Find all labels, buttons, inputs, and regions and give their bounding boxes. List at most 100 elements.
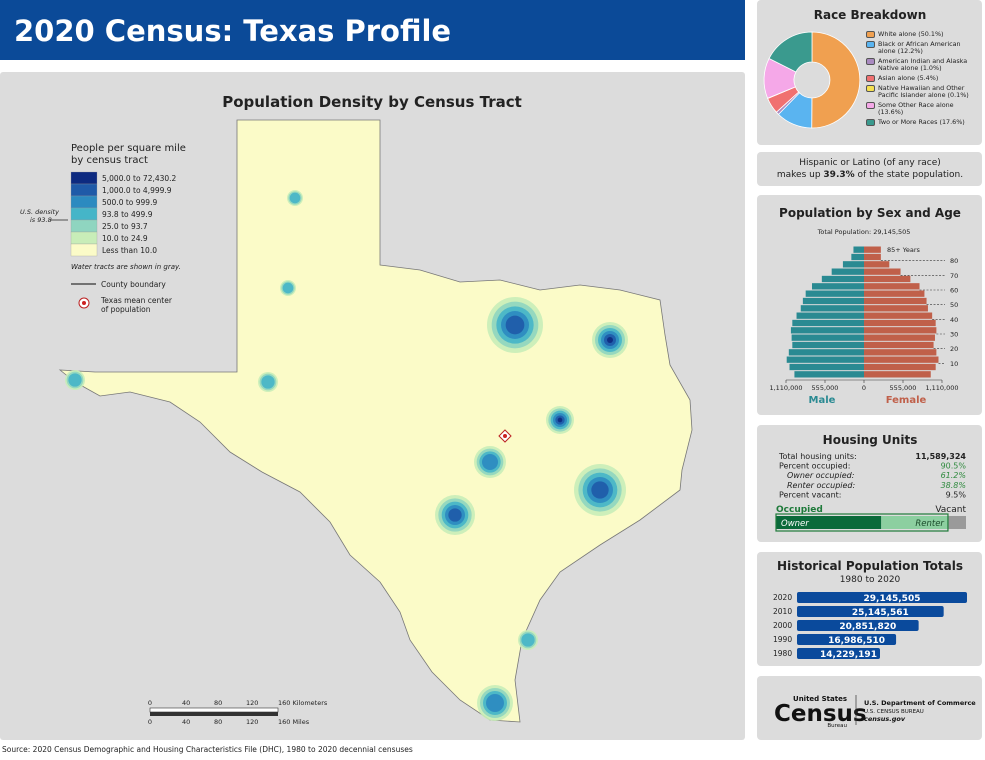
vacant-bar [947, 516, 966, 529]
legend-swatch [70, 219, 98, 233]
y-tick-label: 10 [950, 360, 958, 368]
metro-density [607, 337, 613, 343]
metro-density [289, 192, 301, 204]
pyramid-bar [864, 305, 928, 312]
pyramid-bar [800, 305, 864, 312]
legend-label: 5,000.0 to 72,430.2 [102, 174, 177, 183]
legend-item: American Indian and Alaska Native alone … [866, 58, 980, 72]
source-note: Source: 2020 Census Demographic and Hous… [2, 745, 413, 754]
page-title: 2020 Census: Texas Profile [14, 14, 451, 48]
history-chart: 2020 29,145,505 2010 25,145,561 2000 20,851,8… [773, 592, 967, 660]
scale-label: 40 [182, 699, 190, 707]
housing-label: Percent occupied: [779, 462, 850, 471]
year-label: 2000 [773, 621, 792, 630]
pie-slice [811, 31, 861, 129]
x-tick-label: 555,000 [812, 384, 839, 392]
scale-label: 40 [182, 718, 190, 726]
housing-label: Renter occupied: [787, 481, 856, 490]
logo-main: Census [774, 701, 867, 727]
legend-swatch [70, 195, 98, 209]
y-tick-label: 50 [950, 301, 958, 309]
housing-label: Percent vacant: [779, 490, 841, 499]
housing-value: 9.5% [946, 490, 967, 499]
legend-swatch [866, 31, 875, 38]
legend-label: Asian alone (5.4%) [878, 74, 939, 82]
scale-bar [149, 707, 279, 716]
hispanic-line: Hispanic or Latino (of any race) [799, 158, 941, 168]
legend-item: Two or More Races (17.6%) [866, 119, 980, 126]
housing-label: Total housing units: [778, 452, 857, 461]
y-tick-label: 20 [950, 345, 958, 353]
pyramid-bar [864, 341, 934, 349]
metro-areas [65, 190, 628, 721]
pyramid-bar [786, 356, 864, 363]
metro-density [505, 315, 525, 335]
pyramid-bar [864, 319, 936, 327]
hispanic-text: makes up [777, 170, 821, 180]
value-label: 16,986,510 [828, 636, 885, 646]
pyramid-bar [842, 261, 864, 268]
legend-swatch [866, 119, 875, 126]
y-tick-label: 80 [950, 257, 958, 265]
map-title: Population Density by Census Tract [222, 93, 522, 111]
y-tick-label: 30 [950, 331, 958, 339]
x-tick-label: 0 [862, 384, 866, 392]
scale-label: 80 [214, 699, 222, 707]
mean-center-label: Texas mean center [100, 296, 173, 305]
logo-panel [757, 676, 982, 740]
housing: Total housing units: 11,589,324 Percent oc… [775, 452, 967, 532]
housing-label: Owner occupied: [787, 471, 855, 480]
x-tick-label: 1,110,000 [769, 384, 802, 392]
race-legend: White alone (50.1%) Black or African Amer… [866, 31, 980, 129]
metro-density [282, 282, 294, 294]
legend-label: White alone (50.1%) [878, 30, 944, 38]
scale-labels: 0 40 80 120 160 Kilometers 0 40 80 120 160 Miles [148, 699, 328, 726]
pyramid-bar [864, 349, 937, 356]
legend-swatch [70, 231, 98, 245]
housing-panel [757, 425, 982, 542]
legend-item: White alone (50.1%) [866, 31, 980, 38]
x-tick-label: 555,000 [890, 384, 917, 392]
bar [797, 592, 967, 603]
scale-label: 80 [214, 718, 222, 726]
legend-label: Two or More Races (17.6%) [878, 118, 965, 126]
legend-swatch [866, 85, 875, 92]
legend-title: by census tract [71, 155, 148, 166]
pyramid-bar [864, 290, 925, 297]
pyramid-bar [802, 297, 864, 305]
pyramid-bar [853, 246, 864, 253]
pyramid-bar [792, 319, 864, 327]
legend-swatch [70, 243, 98, 257]
county-boundary-label: County boundary [101, 280, 166, 289]
legend-label: 25.0 to 93.7 [102, 222, 148, 231]
hispanic-line: makes up 39.3% of the state population. [777, 170, 963, 180]
logo-site: census.gov [864, 715, 906, 723]
pyramid-bar [791, 334, 864, 341]
logo-agency: U.S. CENSUS BUREAU [864, 709, 924, 715]
hispanic-text: of the state population. [858, 170, 964, 180]
pyramid-bar [864, 283, 920, 290]
bar [797, 606, 944, 617]
metro-density [261, 375, 275, 389]
history-title: Historical Population Totals [777, 559, 963, 573]
legend-swatch [866, 75, 875, 82]
housing-value: 90.5% [941, 462, 967, 471]
renter-label: Renter [915, 519, 944, 529]
housing-value: 38.8% [941, 481, 966, 490]
metro-density [557, 417, 563, 423]
hispanic-panel [757, 152, 982, 186]
legend-swatch [70, 171, 98, 185]
year-label: 2010 [773, 607, 792, 616]
value-label: 29,145,505 [864, 594, 921, 604]
scale-km-bar [149, 707, 279, 713]
pyramid-subtitle: Total Population: 29,145,505 [817, 228, 911, 236]
pyramid-bar [864, 253, 881, 261]
texas-shape [58, 119, 693, 723]
pyramid-top-label: 85+ Years [887, 246, 921, 254]
legend-swatch [70, 207, 98, 221]
occupied-label: Occupied [776, 505, 823, 515]
legend-item: Some Other Race alone (13.6%) [866, 102, 980, 116]
race-title: Race Breakdown [814, 8, 927, 22]
